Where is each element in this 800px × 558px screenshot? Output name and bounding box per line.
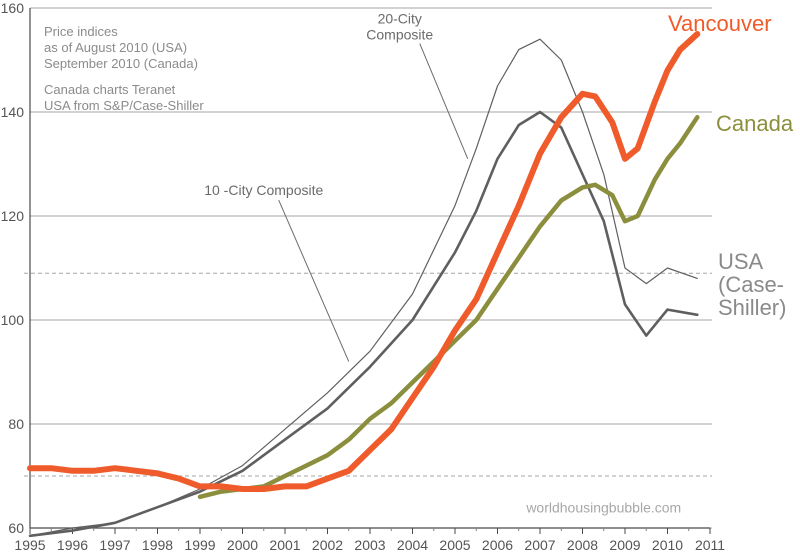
y-tick-label: 120: [1, 208, 25, 224]
callout-20city: Composite: [366, 27, 433, 43]
callout-20city: 20-City: [378, 11, 422, 27]
x-tick-label: 2001: [269, 537, 300, 553]
x-tick-label: 2011: [695, 537, 725, 553]
y-tick-label: 160: [1, 0, 25, 16]
x-tick-label: 2006: [482, 537, 513, 553]
note-line: USA from S&P/Case-Shiller: [44, 98, 204, 113]
x-tick-label: 2007: [524, 537, 555, 553]
x-tick-label: 1995: [14, 537, 45, 553]
x-tick-label: 2002: [312, 537, 343, 553]
note-line: September 2010 (Canada): [44, 56, 198, 71]
x-tick-label: 2000: [227, 537, 258, 553]
y-tick-label: 140: [1, 104, 25, 120]
x-tick-label: 2003: [354, 537, 385, 553]
line-chart: 60 80 100 120 140 160 1995 1996 1997 1998 1999 2000…: [0, 0, 800, 558]
note-line: Price indices: [44, 24, 118, 39]
y-tick-label: 100: [1, 312, 25, 328]
watermark: worldhousingbubble.com: [525, 499, 681, 515]
x-tick-label: 1999: [184, 537, 215, 553]
y-tick-label: 60: [8, 520, 24, 536]
x-tick-label: 2008: [567, 537, 598, 553]
callout-10city: 10 -City Composite: [204, 182, 323, 198]
chart-container: 60 80 100 120 140 160 1995 1996 1997 1998 1999 2000…: [0, 0, 800, 558]
x-tick-label: 2009: [609, 537, 640, 553]
x-tick-label: 2010: [652, 537, 683, 553]
x-tick-label: 2005: [439, 537, 470, 553]
x-tick-label: 1996: [57, 537, 88, 553]
y-tick-label: 80: [8, 416, 24, 432]
x-tick-label: 1997: [99, 537, 130, 553]
note-line: as of August 2010 (USA): [44, 40, 187, 55]
x-tick-label: 1998: [142, 537, 173, 553]
note-line: Canada charts Teranet: [44, 82, 176, 97]
x-tick-label: 2004: [397, 537, 428, 553]
